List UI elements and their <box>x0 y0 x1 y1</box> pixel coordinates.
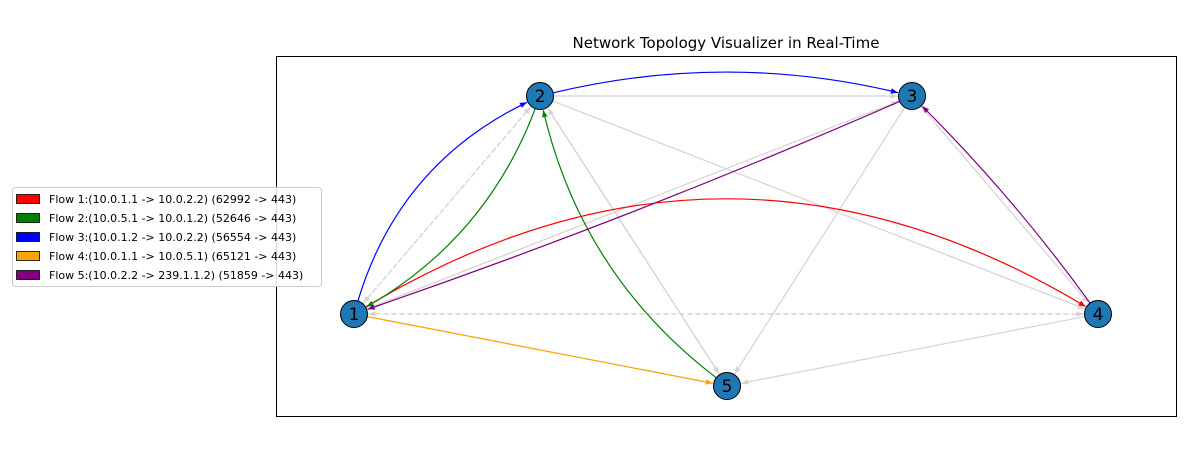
link-2-1 <box>362 105 532 304</box>
plot-frame <box>276 56 1177 417</box>
node-4-label: 4 <box>1093 305 1104 325</box>
legend-swatch <box>16 194 40 204</box>
node-4[interactable]: 4 <box>1084 300 1112 328</box>
node-2[interactable]: 2 <box>526 82 554 110</box>
legend-item-flow-2: Flow 2:(10.0.5.1 -> 10.0.1.2) (52646 -> … <box>16 212 296 225</box>
link-4-5 <box>741 315 1085 385</box>
legend-label: Flow 4:(10.0.1.1 -> 10.0.5.1) (65121 -> … <box>49 250 296 263</box>
link-5-2 <box>547 107 721 375</box>
flow-5-edge-3-1 <box>367 100 900 310</box>
flow-3-edge-2-3 <box>552 71 899 94</box>
flows-layer <box>357 71 1091 385</box>
nodes-layer: 1 2 3 4 5 <box>340 82 1112 400</box>
figure-title: Network Topology Visualizer in Real-Time <box>573 34 880 52</box>
flow-2-edge-5-2 <box>542 109 717 379</box>
link-3-5 <box>734 107 906 375</box>
legend-swatch <box>16 232 40 242</box>
node-5[interactable]: 5 <box>713 372 741 400</box>
legend-item-flow-3: Flow 3:(10.0.1.2 -> 10.0.2.2) (56554 -> … <box>16 231 296 244</box>
link-2-4 <box>552 100 1085 310</box>
legend-swatch <box>16 270 40 280</box>
node-3[interactable]: 3 <box>898 82 926 110</box>
legend-swatch <box>16 213 40 223</box>
legend-item-flow-4: Flow 4:(10.0.1.1 -> 10.0.5.1) (65121 -> … <box>16 250 296 263</box>
legend-label: Flow 1:(10.0.1.1 -> 10.0.2.2) (62992 -> … <box>49 193 296 206</box>
node-3-circle <box>898 82 926 110</box>
legend-item-flow-5: Flow 5:(10.0.2.2 -> 239.1.1.2) (51859 ->… <box>16 269 303 282</box>
legend-box <box>12 187 322 287</box>
flow-4-edge-1-5 <box>367 315 713 385</box>
flow-3-edge-1-2 <box>357 101 528 302</box>
node-4-circle <box>1084 300 1112 328</box>
node-3-label: 3 <box>907 87 918 107</box>
link-3-4 <box>920 105 1090 304</box>
legend-item-flow-1: Flow 1:(10.0.1.1 -> 10.0.2.2) (62992 -> … <box>16 193 296 206</box>
node-2-label: 2 <box>535 87 546 107</box>
flow-1-edge-1-4 <box>365 198 1086 308</box>
flow-legend: Flow 1:(10.0.1.1 -> 10.0.2.2) (62992 -> … <box>12 187 322 287</box>
legend-swatch <box>16 251 40 261</box>
links-layer <box>362 93 1090 385</box>
legend-label: Flow 3:(10.0.1.2 -> 10.0.2.2) (56554 -> … <box>49 231 296 244</box>
node-5-circle <box>713 372 741 400</box>
flow-2-edge-2-1 <box>366 108 536 308</box>
node-2-circle <box>526 82 554 110</box>
link-1-3 <box>366 100 899 310</box>
node-1-circle <box>340 300 368 328</box>
node-1-label: 1 <box>349 305 360 325</box>
legend-label: Flow 2:(10.0.5.1 -> 10.0.1.2) (52646 -> … <box>49 212 296 225</box>
node-5-label: 5 <box>722 377 733 397</box>
legend-label: Flow 5:(10.0.2.2 -> 239.1.1.2) (51859 ->… <box>49 269 303 282</box>
flow-5-edge-4-3 <box>921 105 1091 304</box>
node-1[interactable]: 1 <box>340 300 368 328</box>
